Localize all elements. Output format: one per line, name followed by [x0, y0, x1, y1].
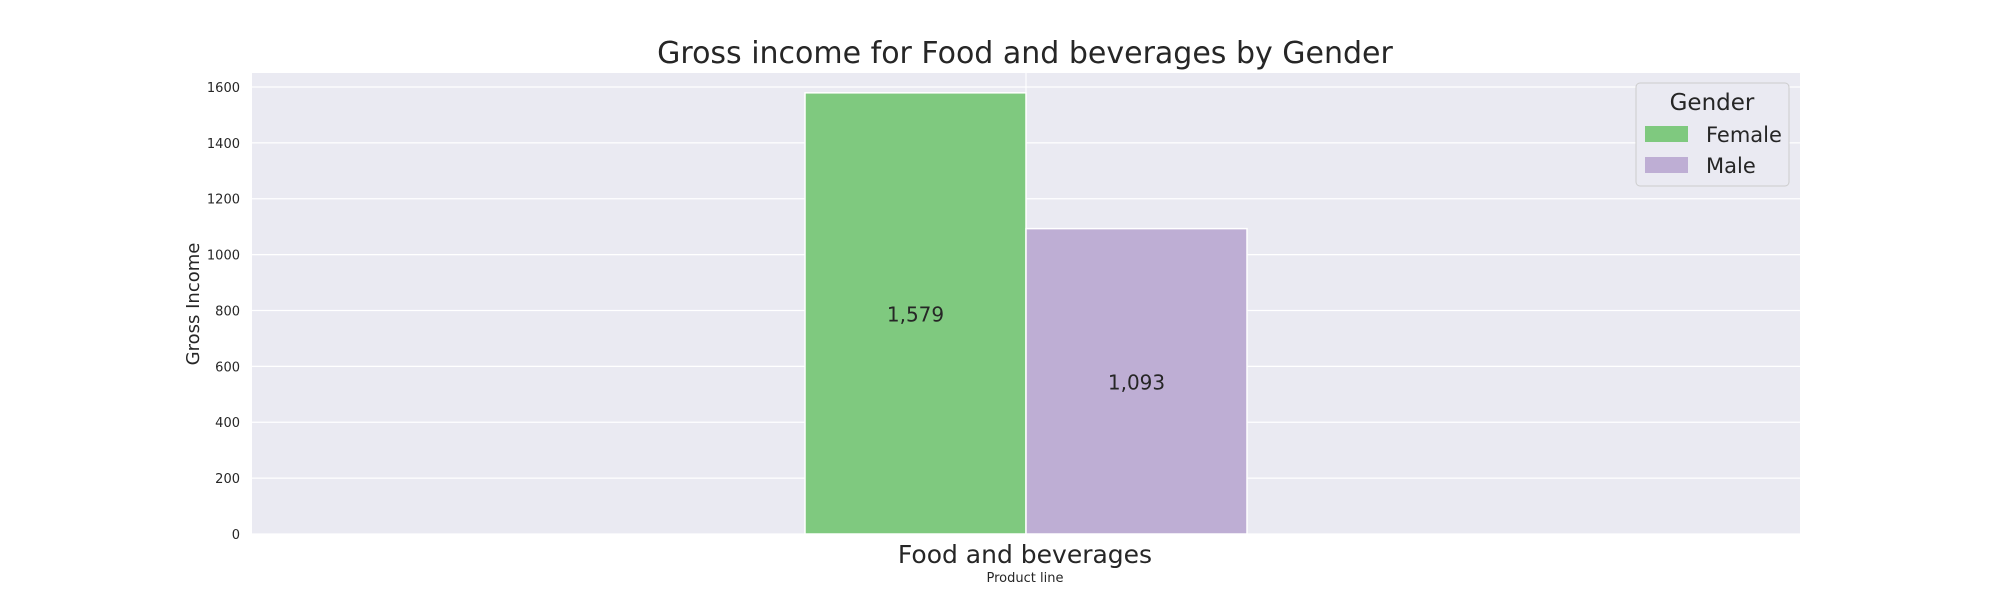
bar-value-label-male: 1,093: [1108, 370, 1165, 394]
y-tick-label: 1600: [207, 81, 240, 96]
x-axis-label: Product line: [987, 571, 1064, 586]
legend: Gender Female Male: [1635, 82, 1790, 187]
y-tick-label: 800: [215, 304, 240, 319]
bar-value-label-female: 1,579: [887, 302, 944, 326]
y-tick-label: 400: [215, 416, 240, 431]
bars: [804, 92, 1248, 535]
legend-label-female: Female: [1706, 123, 1782, 147]
y-tick-label: 1400: [207, 137, 240, 152]
legend-swatch-female: [1645, 126, 1688, 142]
y-tick-label: 1000: [207, 249, 240, 264]
x-tick-label: Food and beverages: [898, 540, 1152, 569]
legend-label-male: Male: [1706, 154, 1756, 178]
bar-labels: 1,579 1,093: [887, 302, 1165, 394]
legend-swatch-male: [1645, 157, 1688, 173]
legend-title: Gender: [1670, 90, 1755, 116]
y-tick-label: 0: [232, 528, 240, 543]
chart-title: Gross income for Food and beverages by G…: [657, 36, 1393, 71]
y-axis-ticks: 0 200 400 600 800 1000 1200 1400 1600: [207, 81, 240, 543]
y-tick-label: 600: [215, 360, 240, 375]
y-tick-label: 200: [215, 472, 240, 487]
bar-male: [1025, 227, 1248, 535]
bar-female: [804, 92, 1027, 535]
y-axis-label: Gross Income: [183, 243, 204, 366]
y-tick-label: 1200: [207, 193, 240, 208]
